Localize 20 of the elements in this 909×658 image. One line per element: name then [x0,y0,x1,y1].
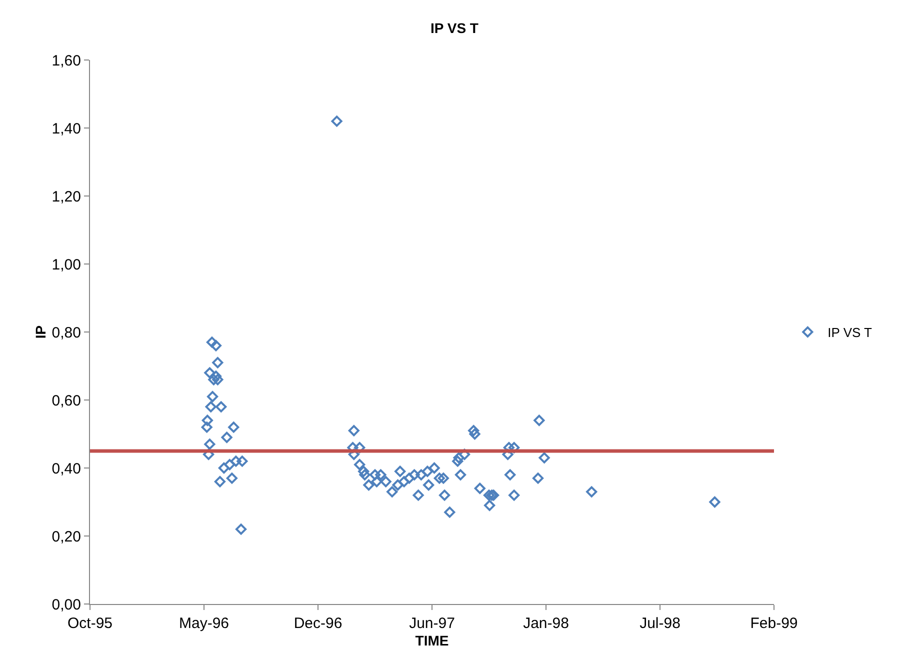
x-tick-label: Feb-99 [750,615,798,632]
y-tick-label: 1,20 [52,188,81,206]
x-tick-label: Dec-96 [294,615,342,632]
x-tick-label: Jun-97 [409,615,455,632]
y-axis-title: IP [32,325,48,339]
y-tick-label: 0,60 [52,392,81,410]
legend-label: IP VS T [828,325,872,340]
y-tick-label: 0,80 [52,324,81,342]
y-tick-label: 0,40 [52,460,81,478]
x-tick-label: May-96 [178,615,230,632]
y-tick-label: 0,20 [52,528,81,546]
x-tick-label: Jul-98 [640,615,680,632]
y-tick-label: 1,60 [52,52,81,70]
chart-title: IP VS T [430,20,479,36]
x-axis-title: TIME [415,632,449,648]
y-tick-label: 1,00 [52,256,81,274]
y-tick-label: 1,40 [52,120,81,138]
x-tick-label: Jan-98 [523,615,569,632]
y-tick-label: 0,00 [52,596,81,614]
x-tick-label: Oct-95 [67,615,113,632]
